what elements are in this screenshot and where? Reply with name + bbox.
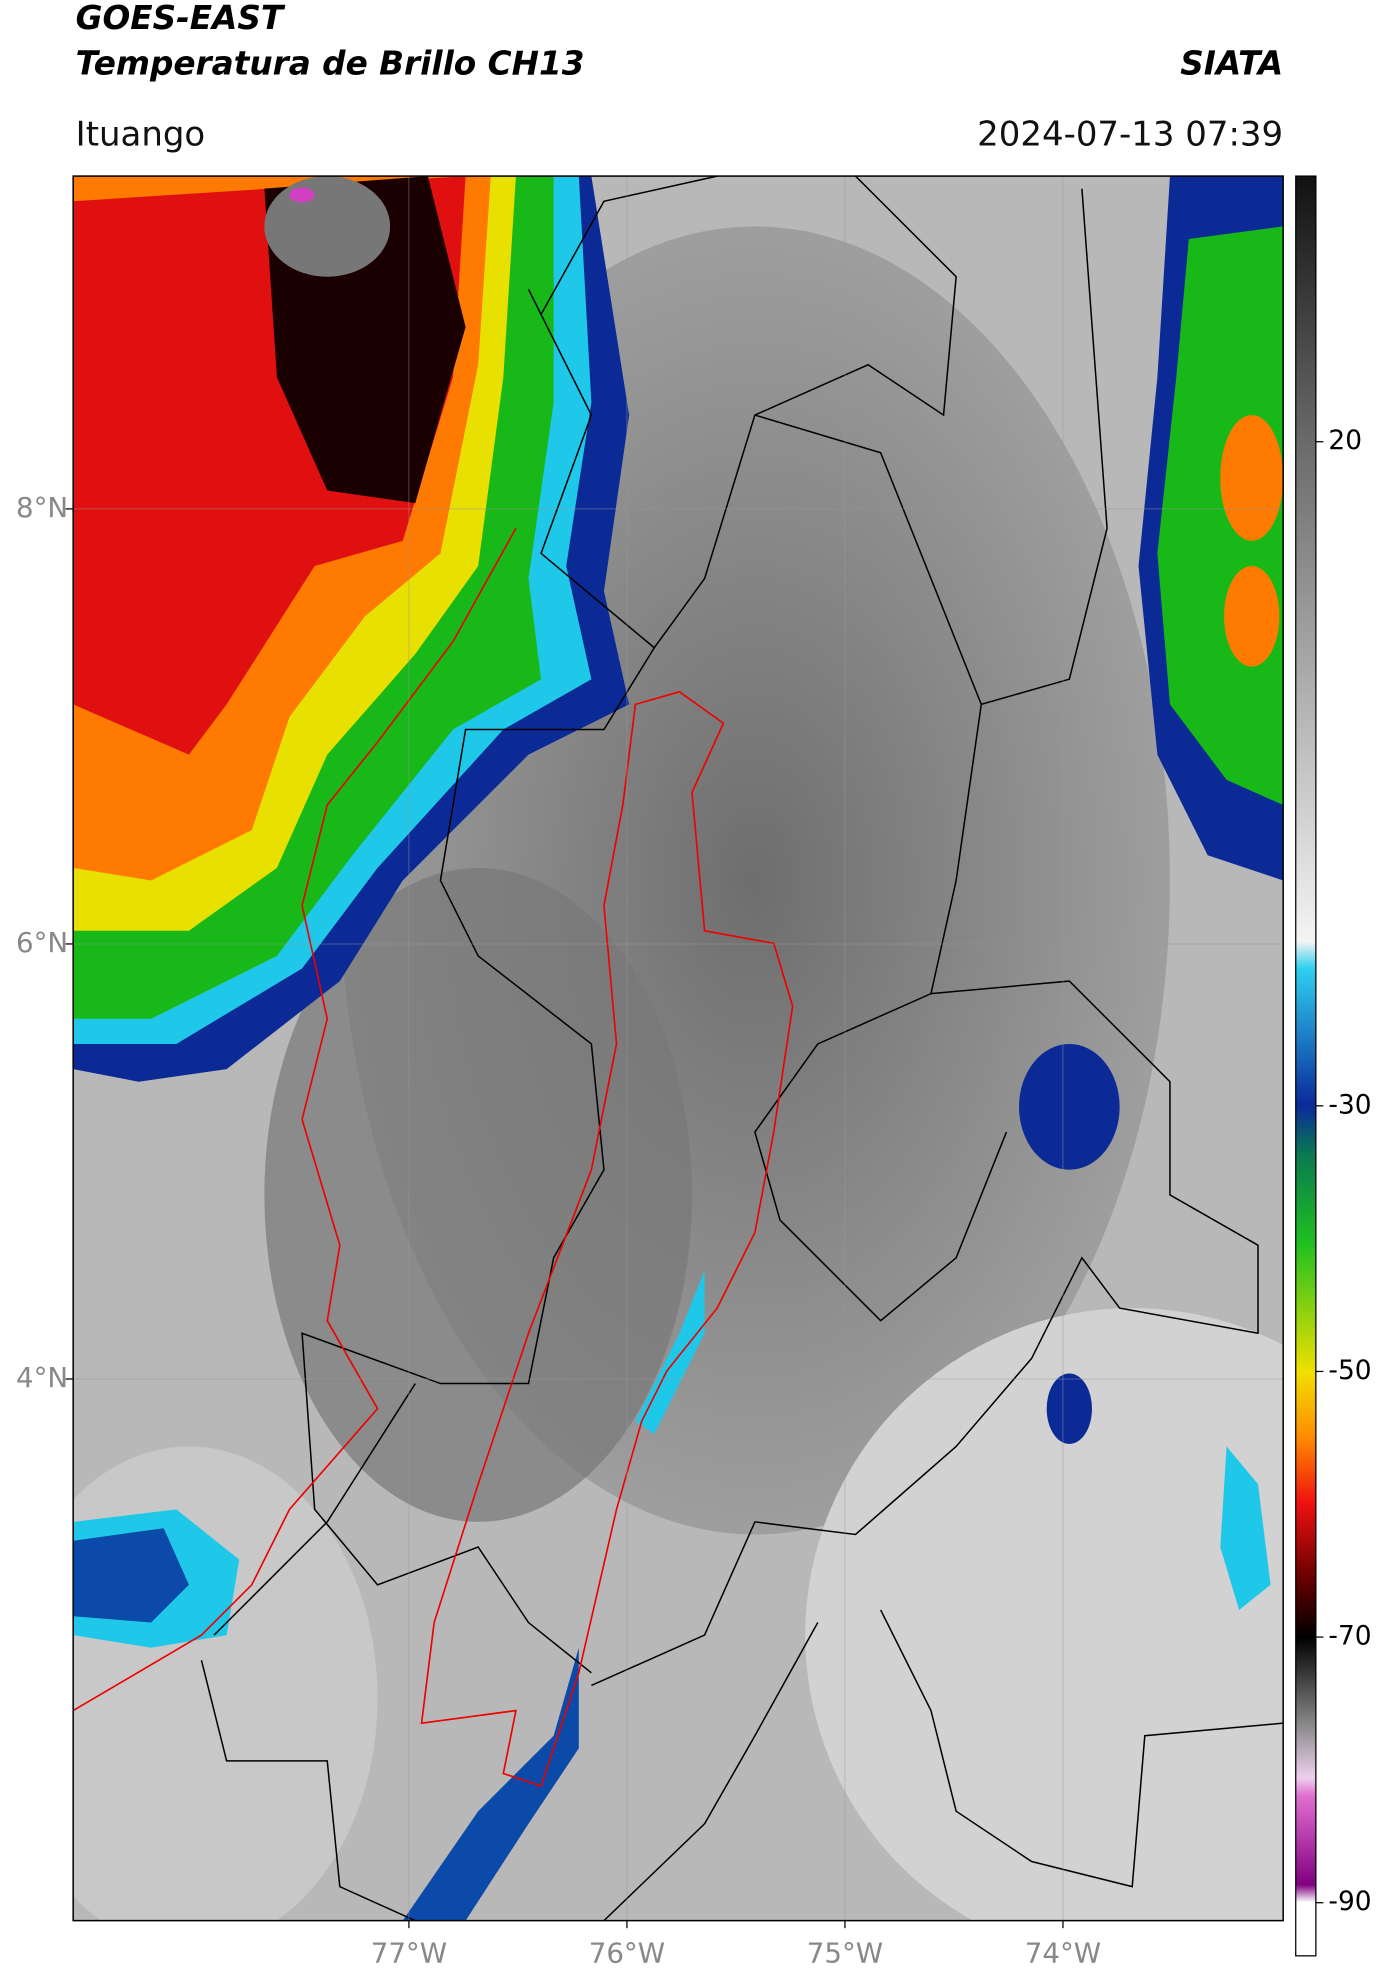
map-frame [72, 175, 1284, 1922]
lat-tick-label: 8°N [16, 491, 68, 524]
lon-tick-label: 77°W [371, 1937, 447, 1970]
datetime: 2024-07-13 07:39 [977, 114, 1283, 154]
lat-tick-label: 4°N [16, 1361, 68, 1394]
colorbar-tick-label: -70 [1328, 1621, 1371, 1652]
lon-tick-label: 75°W [807, 1937, 883, 1970]
graticule [73, 176, 1284, 1921]
colorbar-tick-label: 20 [1328, 425, 1362, 456]
colorbar-tick-label: -90 [1328, 1886, 1371, 1917]
brand: SIATA [1180, 44, 1283, 82]
lon-tick-label: 76°W [589, 1937, 665, 1970]
lat-tick-label: 6°N [16, 926, 68, 959]
lon-tick-label: 74°W [1025, 1937, 1101, 1970]
subtitle: Temperatura de Brillo CH13 [76, 44, 585, 82]
colorbar-tick-label: -30 [1328, 1089, 1371, 1120]
colorbar-tick-label: -50 [1328, 1355, 1371, 1386]
title: GOES-EAST [76, 0, 286, 37]
colorbar [1295, 175, 1317, 1957]
satellite-image [73, 176, 1284, 1921]
location: Ituango [76, 114, 206, 154]
